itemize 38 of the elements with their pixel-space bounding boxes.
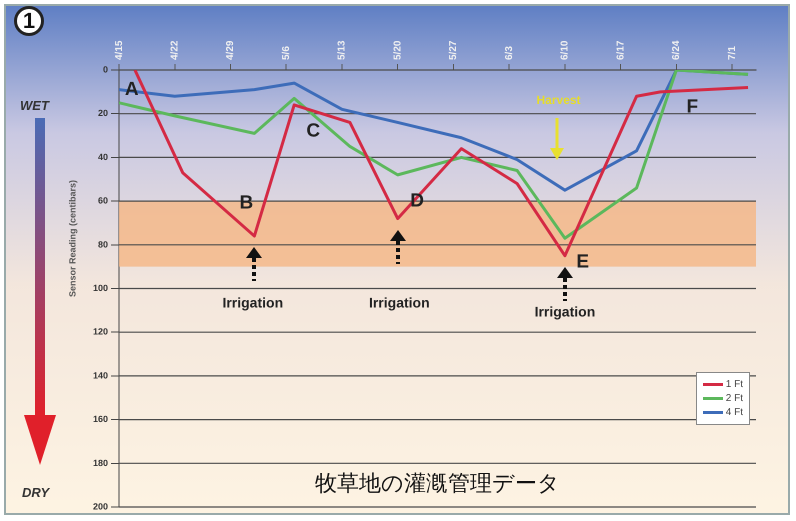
x-tick-label: 5/27 (448, 40, 460, 60)
text: 1 (14, 6, 44, 36)
legend-label: 2 Ft (726, 393, 743, 404)
x-tick-label: 4/29 (225, 40, 236, 60)
x-tick-label: 6/17 (615, 40, 626, 60)
text: DRY (22, 485, 50, 500)
y-axis-title: Sensor Reading (centibars) (68, 180, 78, 298)
annotation: C (306, 120, 320, 142)
y-tick-label: 60 (98, 196, 108, 206)
annotation: Irrigation (534, 303, 596, 320)
y-tick-label: 200 (92, 501, 108, 512)
x-tick-label: 5/20 (392, 40, 404, 60)
y-tick-label: 40 (98, 152, 108, 162)
annotation: Irrigation (368, 294, 430, 311)
x-tick-label: 6/3 (504, 46, 515, 60)
x-tick-label: 5/6 (280, 46, 292, 60)
text: WET (20, 98, 49, 113)
x-tick-label: 7/1 (726, 46, 738, 60)
legend-label: 1 Ft (726, 379, 743, 390)
y-tick-label: 160 (92, 414, 108, 424)
x-tick-label: 4/22 (170, 40, 180, 60)
legend-label: 4 Ft (726, 407, 743, 418)
x-tick-label: 4/15 (114, 40, 125, 60)
y-tick-label: 120 (92, 326, 108, 337)
x-tick-label: 5/13 (336, 40, 348, 60)
y-tick-label: 180 (92, 458, 108, 468)
y-tick-label: 20 (98, 108, 108, 118)
annotation: E (576, 252, 590, 273)
y-tick-label: 140 (92, 370, 108, 380)
y-tick-label: 80 (98, 239, 108, 250)
y-tick-label: 100 (92, 282, 108, 293)
x-tick-label: 6/24 (671, 40, 682, 60)
annotation: Harvest (536, 92, 581, 107)
annotation: Irrigation (222, 294, 284, 311)
text: 牧草地の灌漑管理データ (315, 472, 560, 497)
x-tick-label: 6/10 (560, 40, 571, 60)
y-tick-label: 0 (103, 64, 108, 74)
annotation: F (686, 96, 698, 118)
